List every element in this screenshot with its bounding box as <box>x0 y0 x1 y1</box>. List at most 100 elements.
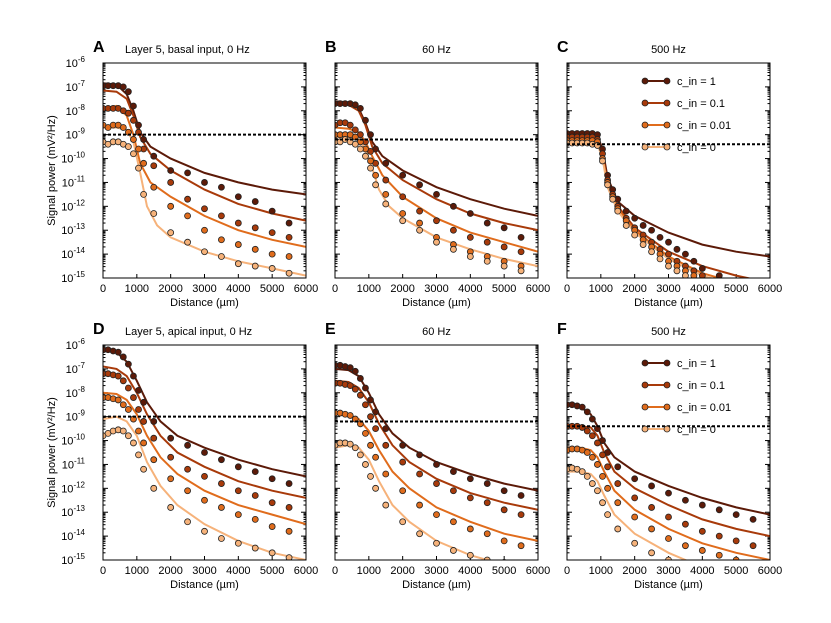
x-tick-label: 5000 <box>724 283 748 295</box>
series-line-1 <box>103 365 306 499</box>
data-point <box>268 207 276 215</box>
y-tick-label: 10-9 <box>66 127 86 142</box>
data-point <box>382 501 390 509</box>
data-point <box>614 525 622 533</box>
y-tick-label: 10-13 <box>61 222 85 237</box>
y-tick-exponent: -9 <box>78 409 86 418</box>
data-point <box>201 527 208 535</box>
data-point <box>382 441 390 449</box>
x-tick-label: 6000 <box>526 283 550 295</box>
data-point <box>285 269 293 277</box>
data-point <box>639 222 647 229</box>
data-point <box>614 480 622 487</box>
data-point <box>382 190 390 198</box>
data-point <box>382 159 390 167</box>
data-point <box>665 262 672 270</box>
x-tick-label: 5000 <box>260 565 284 577</box>
data-point <box>399 171 407 179</box>
data-point <box>372 181 380 189</box>
data-point <box>218 456 225 464</box>
y-tick-label: 10-12 <box>61 198 85 213</box>
x-tick-label: 1000 <box>589 565 613 577</box>
data-point <box>682 520 689 528</box>
data-point <box>356 451 364 459</box>
data-point <box>749 515 757 523</box>
data-point <box>372 453 380 461</box>
data-point <box>500 506 508 514</box>
y-tick-label: 10-15 <box>61 270 85 285</box>
y-tick-label: 10-6 <box>66 55 86 70</box>
data-point <box>588 415 596 423</box>
data-point <box>466 551 474 559</box>
plot-area <box>567 130 770 278</box>
x-tick-label: 3000 <box>424 565 448 577</box>
data-point <box>673 245 681 253</box>
legend-label: c_in = 0 <box>677 142 716 154</box>
data-point <box>433 238 440 246</box>
data-point <box>399 441 407 449</box>
data-point <box>218 183 225 191</box>
data-point <box>682 272 689 278</box>
data-point <box>130 116 137 124</box>
data-point <box>614 207 622 215</box>
legend-label: c_in = 0 <box>677 424 716 436</box>
data-point <box>119 377 127 385</box>
data-point <box>150 210 158 217</box>
x-axis-label: Distance (µm) <box>634 579 703 591</box>
data-point <box>500 537 508 545</box>
x-axis-label: Distance (µm) <box>170 579 239 591</box>
data-point <box>130 102 137 110</box>
data-point <box>665 250 672 258</box>
x-tick-label: 6000 <box>294 565 318 577</box>
data-point <box>382 176 390 184</box>
x-tick-label: 6000 <box>758 283 782 295</box>
panel-letter: A <box>93 39 105 56</box>
data-point <box>450 202 457 210</box>
data-point <box>416 226 423 234</box>
data-point <box>656 233 664 241</box>
data-point <box>130 394 137 401</box>
data-point <box>268 265 276 272</box>
x-tick-label: 2000 <box>390 283 414 295</box>
data-point <box>268 475 276 483</box>
axes-frame <box>566 344 771 561</box>
data-point <box>500 262 508 270</box>
panel-title: 60 Hz <box>422 326 451 338</box>
data-point <box>578 403 586 411</box>
data-point <box>690 257 698 265</box>
data-point <box>184 169 191 177</box>
data-point <box>251 544 259 552</box>
legend-label: c_in = 0.1 <box>677 98 725 110</box>
data-point <box>665 238 672 246</box>
data-point <box>218 212 225 220</box>
data-point <box>399 487 407 495</box>
data-point <box>698 272 706 278</box>
data-point <box>140 418 148 425</box>
y-tick-label: 10-13 <box>61 504 85 519</box>
y-tick-exponent: -15 <box>73 552 85 561</box>
x-tick-label: 2000 <box>622 283 646 295</box>
data-point <box>749 542 757 550</box>
x-tick-label: 4000 <box>690 565 714 577</box>
data-point <box>251 468 259 476</box>
data-point <box>656 255 664 263</box>
data-point <box>698 527 706 535</box>
legend-marker <box>663 121 671 129</box>
series-line-0 <box>103 348 306 478</box>
y-tick-label: 10-7 <box>66 361 86 376</box>
data-point <box>362 384 369 392</box>
panel-title: Layer 5, apical input, 0 Hz <box>125 326 252 338</box>
y-tick-label: 10-9 <box>66 409 86 424</box>
data-point <box>184 487 191 495</box>
y-tick-label: 10-11 <box>62 174 86 189</box>
x-tick-label: 3000 <box>656 283 680 295</box>
data-point <box>433 539 440 547</box>
data-point <box>665 489 672 497</box>
data-point <box>588 432 596 440</box>
panel-title: Layer 5, basal input, 0 Hz <box>125 44 250 56</box>
data-point <box>251 515 259 523</box>
data-point <box>622 207 630 215</box>
x-tick-label: 3000 <box>424 283 448 295</box>
data-point <box>648 482 655 490</box>
y-tick-exponent: -8 <box>78 103 86 112</box>
